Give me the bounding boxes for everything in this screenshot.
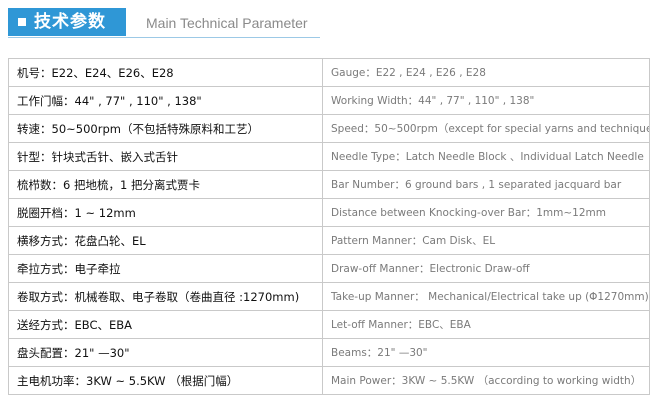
param-en: Bar Number：6 ground bars , 1 separated j…: [322, 170, 650, 199]
header-box: 技术参数: [8, 8, 126, 36]
table-row: 脱圈开档：1 ~ 12mm Distance between Knocking-o…: [8, 198, 650, 227]
param-cn: 梳栉数：6 把地梳，1 把分离式贾卡: [8, 170, 323, 199]
param-en: Main Power：3KW ~ 5.5KW （according to wor…: [322, 366, 650, 395]
param-cn: 工作门幅：44" , 77" , 110" , 138": [8, 86, 323, 115]
param-en: Let-off Manner：EBC、EBA: [322, 310, 650, 339]
param-en: Draw-off Manner：Electronic Draw-off: [322, 254, 650, 283]
table-row: 横移方式：花盘凸轮、EL Pattern Manner：Cam Disk、EL: [8, 226, 650, 255]
table-row: 盘头配置：21" —30" Beams：21" —30": [8, 338, 650, 367]
table-row: 主电机功率：3KW ~ 5.5KW （根据门幅） Main Power：3KW ~…: [8, 366, 650, 395]
table-row: 牵拉方式：电子牵拉 Draw-off Manner：Electronic Draw…: [8, 254, 650, 283]
header-icon: [18, 18, 26, 26]
table-row: 转速：50~500rpm（不包括特殊原料和工艺） Speed：50~500rpm（…: [8, 114, 650, 143]
table-row: 卷取方式：机械卷取、电子卷取（卷曲直径 :1270mm) Take-up Mann…: [8, 282, 650, 311]
param-en: Beams：21" —30": [322, 338, 650, 367]
param-en: Speed：50~500rpm（except for special yarns…: [322, 114, 650, 143]
param-cn: 卷取方式：机械卷取、电子卷取（卷曲直径 :1270mm): [8, 282, 323, 311]
table-row: 送经方式：EBC、EBA Let-off Manner：EBC、EBA: [8, 310, 650, 339]
param-cn: 机号：E22、E24、E26、E28: [8, 58, 323, 87]
param-en: Pattern Manner：Cam Disk、EL: [322, 226, 650, 255]
param-cn: 横移方式：花盘凸轮、EL: [8, 226, 323, 255]
table-row: 机号：E22、E24、E26、E28 Gauge：E22 , E24 , E26 …: [8, 58, 650, 87]
param-en: Distance between Knocking-over Bar：1mm~1…: [322, 198, 650, 227]
param-en: Take-up Manner： Mechanical/Electrical ta…: [322, 282, 650, 311]
table-row: 针型：针块式舌针、嵌入式舌针 Needle Type：Latch Needle B…: [8, 142, 650, 171]
param-en: Needle Type：Latch Needle Block 、Individu…: [322, 142, 650, 171]
param-cn: 盘头配置：21" —30": [8, 338, 323, 367]
param-en: Working Width：44" , 77" , 110" , 138": [322, 86, 650, 115]
param-cn: 牵拉方式：电子牵拉: [8, 254, 323, 283]
header-title: 技术参数: [34, 12, 106, 32]
parameter-table: 机号：E22、E24、E26、E28 Gauge：E22 , E24 , E26 …: [8, 58, 650, 395]
param-cn: 主电机功率：3KW ~ 5.5KW （根据门幅）: [8, 366, 323, 395]
param-cn: 送经方式：EBC、EBA: [8, 310, 323, 339]
param-cn: 转速：50~500rpm（不包括特殊原料和工艺）: [8, 114, 323, 143]
header-subtitle: Main Technical Parameter: [146, 15, 308, 31]
param-en: Gauge：E22 , E24 , E26 , E28: [322, 58, 650, 87]
param-cn: 脱圈开档：1 ~ 12mm: [8, 198, 323, 227]
table-row: 梳栉数：6 把地梳，1 把分离式贾卡 Bar Number：6 ground ba…: [8, 170, 650, 199]
header-rule: [8, 37, 320, 38]
table-row: 工作门幅：44" , 77" , 110" , 138" Working Widt…: [8, 86, 650, 115]
param-cn: 针型：针块式舌针、嵌入式舌针: [8, 142, 323, 171]
